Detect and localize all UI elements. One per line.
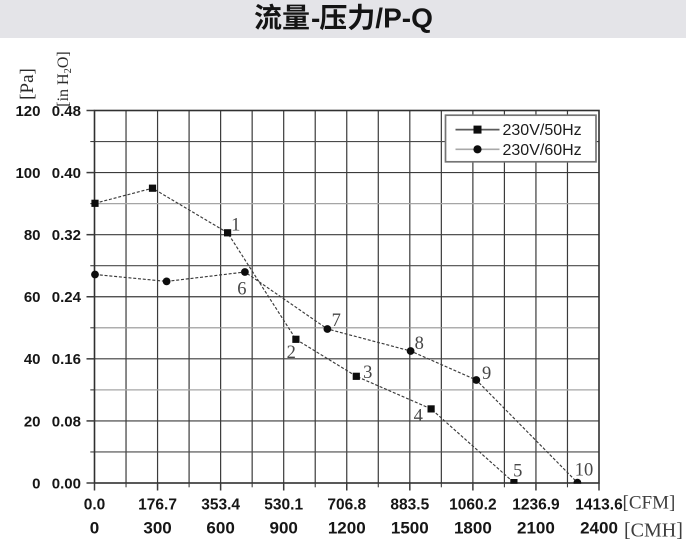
svg-text:706.8: 706.8 (327, 497, 366, 514)
svg-text:0: 0 (32, 475, 40, 492)
svg-text:230V/60Hz: 230V/60Hz (503, 142, 582, 159)
svg-text:883.5: 883.5 (390, 497, 429, 514)
svg-text:40: 40 (24, 351, 41, 368)
svg-text:1800: 1800 (454, 519, 492, 538)
svg-text:0.00: 0.00 (52, 475, 81, 492)
svg-text:4: 4 (414, 406, 423, 426)
svg-text:1236.9: 1236.9 (512, 497, 560, 514)
svg-text:2400: 2400 (580, 519, 618, 538)
svg-text:900: 900 (270, 519, 298, 538)
svg-text:100: 100 (15, 165, 40, 182)
svg-text:1413.6: 1413.6 (575, 497, 623, 514)
svg-text:2: 2 (287, 343, 296, 363)
svg-text:80: 80 (24, 227, 41, 244)
svg-text:3: 3 (363, 363, 372, 383)
svg-text:0.48: 0.48 (52, 103, 81, 120)
svg-text:0.32: 0.32 (52, 227, 81, 244)
svg-text:7: 7 (332, 311, 341, 331)
svg-text:1500: 1500 (391, 519, 429, 538)
svg-text:6: 6 (237, 280, 246, 300)
svg-text:120: 120 (15, 103, 40, 120)
svg-text:0.08: 0.08 (52, 413, 81, 430)
svg-text:1060.2: 1060.2 (449, 497, 496, 514)
svg-text:530.1: 530.1 (264, 497, 303, 514)
svg-text:230V/50Hz: 230V/50Hz (503, 122, 582, 139)
svg-text:0.0: 0.0 (84, 497, 106, 514)
svg-text:2100: 2100 (517, 519, 555, 538)
svg-text:-: - (311, 3, 320, 34)
svg-text:1: 1 (231, 216, 240, 236)
svg-text:[CFM]: [CFM] (623, 493, 676, 514)
svg-text:5: 5 (513, 461, 522, 481)
svg-text:8: 8 (415, 334, 424, 354)
svg-text:10: 10 (575, 460, 594, 480)
svg-text:0.16: 0.16 (52, 351, 81, 368)
svg-text:[Pa]: [Pa] (17, 68, 38, 100)
svg-text:600: 600 (206, 519, 234, 538)
svg-text:0: 0 (90, 519, 99, 538)
svg-text:60: 60 (24, 289, 41, 306)
svg-text:0.24: 0.24 (52, 289, 82, 306)
svg-text:176.7: 176.7 (138, 497, 177, 514)
svg-text:20: 20 (24, 413, 41, 430)
svg-text:9: 9 (482, 364, 491, 384)
svg-text:300: 300 (143, 519, 171, 538)
svg-text:[CMH]: [CMH] (624, 520, 683, 542)
svg-text:[in H2O]: [in H2O] (55, 51, 74, 106)
svg-text:/P-Q: /P-Q (375, 3, 433, 34)
svg-text:0.40: 0.40 (52, 165, 81, 182)
svg-text:353.4: 353.4 (201, 497, 240, 514)
svg-text:1200: 1200 (328, 519, 366, 538)
